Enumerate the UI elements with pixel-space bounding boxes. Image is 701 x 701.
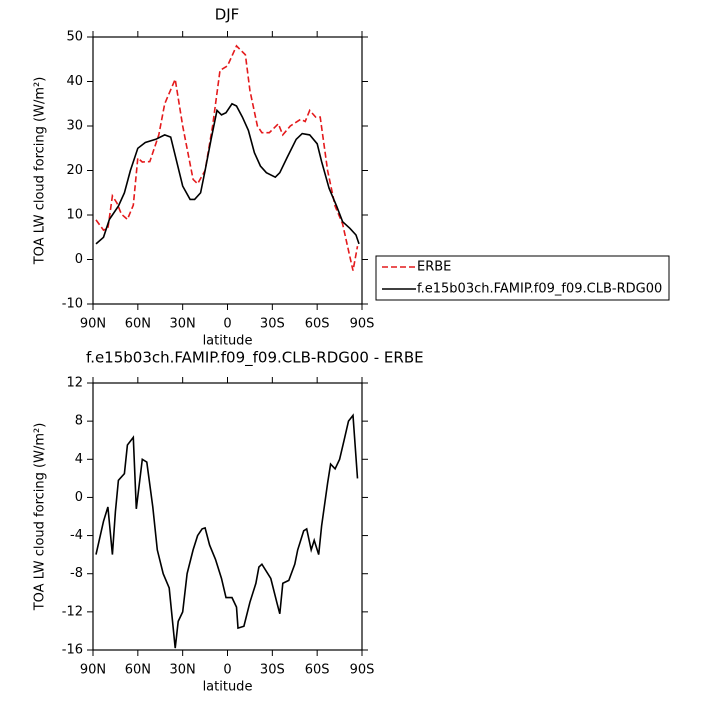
x-tick-label: 0 bbox=[223, 663, 231, 678]
data-line bbox=[95, 102, 360, 245]
x-tick-label: 30N bbox=[170, 663, 196, 678]
y-tick-label: 8 bbox=[75, 414, 83, 429]
legend-label: ERBE bbox=[417, 260, 451, 275]
x-axis-label: latitude bbox=[203, 680, 253, 695]
chart-title: f.e15b03ch.FAMIP.f09_f09.CLB-RDG00 - ERB… bbox=[86, 349, 424, 368]
y-tick-label: 30 bbox=[66, 119, 83, 134]
x-tick-label: 0 bbox=[223, 317, 231, 332]
data-line bbox=[95, 413, 359, 649]
x-tick-label: 90S bbox=[350, 317, 375, 332]
legend-box bbox=[375, 255, 670, 301]
y-tick-label: 40 bbox=[66, 74, 83, 89]
plot-frame bbox=[92, 36, 363, 305]
y-tick-label: -10 bbox=[62, 297, 83, 312]
x-tick-label: 90S bbox=[350, 663, 375, 678]
x-tick-label: 30N bbox=[170, 317, 196, 332]
y-axis-label: TOA LW cloud forcing (W/m²) bbox=[33, 423, 48, 612]
x-tick-label: 30S bbox=[260, 317, 285, 332]
x-tick-label: 30S bbox=[260, 663, 285, 678]
y-tick-label: 4 bbox=[75, 452, 83, 467]
y-tick-label: 20 bbox=[66, 163, 83, 178]
y-tick-label: 0 bbox=[75, 252, 83, 267]
y-tick-label: -16 bbox=[62, 643, 83, 658]
y-tick-label: -8 bbox=[70, 566, 83, 581]
y-tick-label: -12 bbox=[62, 604, 83, 619]
y-axis-label: TOA LW cloud forcing (W/m²) bbox=[33, 77, 48, 266]
legend-label: f.e15b03ch.FAMIP.f09_f09.CLB-RDG00 bbox=[417, 282, 662, 297]
x-axis-label: latitude bbox=[203, 334, 253, 349]
y-tick-label: 50 bbox=[66, 30, 83, 45]
x-tick-label: 90N bbox=[80, 317, 106, 332]
x-tick-label: 60S bbox=[305, 663, 330, 678]
y-tick-label: -4 bbox=[70, 528, 83, 543]
y-tick-label: 10 bbox=[66, 208, 83, 223]
x-tick-label: 60N bbox=[125, 663, 151, 678]
y-tick-label: 12 bbox=[66, 376, 83, 391]
y-tick-label: 0 bbox=[75, 490, 83, 505]
plot-frame bbox=[92, 382, 363, 651]
x-tick-label: 60N bbox=[125, 317, 151, 332]
chart-title: DJF bbox=[215, 6, 240, 24]
x-tick-label: 90N bbox=[80, 663, 106, 678]
x-tick-label: 60S bbox=[305, 317, 330, 332]
